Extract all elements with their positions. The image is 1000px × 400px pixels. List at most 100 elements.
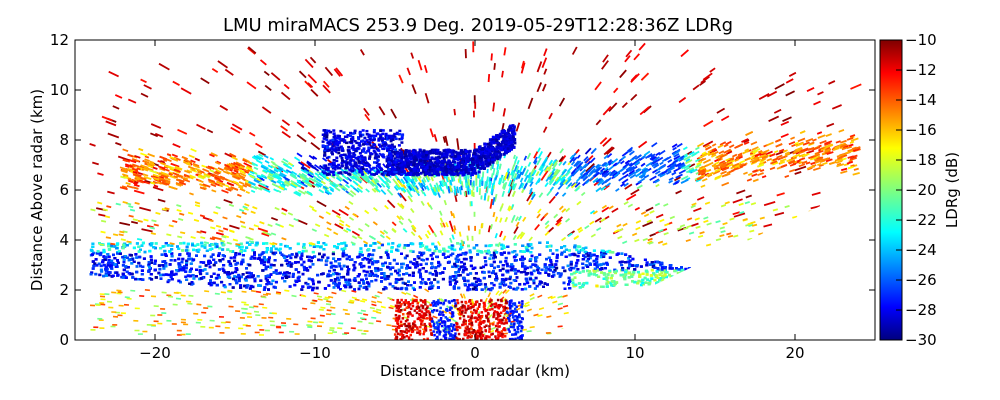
ldr-mark — [622, 162, 630, 169]
ldr-mark — [752, 147, 761, 153]
ldr-mark — [503, 130, 507, 134]
ldr-mark — [462, 156, 466, 160]
ldr-mark — [496, 163, 500, 170]
ldr-mark — [780, 120, 790, 126]
ldr-mark — [325, 138, 329, 142]
ldr-mark — [335, 176, 342, 182]
ldr-mark — [404, 157, 408, 160]
ldr-mark — [482, 154, 486, 158]
ldr-mark — [499, 143, 503, 146]
ldr-mark — [158, 62, 170, 71]
ldr-mark — [558, 155, 565, 163]
ldr-mark — [723, 143, 729, 148]
ldr-mark — [461, 160, 465, 164]
ldr-mark — [353, 161, 357, 164]
ldr-mark — [736, 189, 746, 195]
ldr-mark — [250, 189, 256, 194]
ldr-mark — [761, 175, 767, 179]
ldr-mark — [824, 142, 831, 147]
ldr-mark — [597, 179, 605, 186]
ldr-mark — [351, 230, 360, 237]
ldr-mark — [535, 170, 540, 177]
ldr-mark — [585, 162, 595, 173]
ldr-mark — [449, 150, 453, 154]
ldr-mark — [351, 146, 355, 149]
ldr-mark — [318, 182, 324, 187]
ldr-mark — [712, 170, 721, 175]
ldr-mark — [379, 129, 383, 132]
ldr-mark — [139, 206, 152, 212]
ldr-mark — [115, 142, 122, 146]
ldr-mark — [362, 170, 368, 176]
ldr-mark — [186, 169, 193, 174]
ldr-mark — [352, 152, 356, 156]
ldr-mark — [409, 183, 414, 189]
ldr-mark — [398, 74, 404, 84]
ldr-mark — [453, 108, 456, 116]
ldr-mark — [735, 154, 743, 159]
ldr-mark — [481, 164, 485, 168]
ldr-mark — [739, 159, 746, 164]
ldr-mark — [396, 152, 400, 155]
ldr-mark — [357, 137, 361, 141]
ldr-mark — [704, 144, 710, 149]
ldr-mark — [269, 157, 275, 161]
ldr-mark — [355, 164, 359, 167]
ldr-mark — [281, 160, 289, 166]
ldr-mark — [814, 159, 822, 164]
ldr-mark — [518, 165, 524, 174]
ldr-mark — [332, 132, 336, 135]
ldr-mark — [366, 161, 371, 167]
ldr-mark — [349, 131, 352, 135]
ldr-mark — [406, 172, 410, 175]
ldr-mark — [421, 179, 426, 186]
ldr-mark — [601, 60, 609, 70]
ldr-mark — [335, 67, 344, 77]
ldr-mark — [532, 169, 537, 176]
ldr-mark — [135, 176, 141, 180]
ldr-mark — [620, 160, 625, 165]
ldr-mark — [300, 168, 307, 174]
ldr-mark — [421, 155, 425, 159]
ldr-mark — [192, 164, 200, 169]
ldr-mark — [599, 137, 608, 145]
ldr-mark — [641, 169, 649, 175]
ldr-mark — [352, 186, 360, 193]
ldr-mark — [670, 163, 677, 169]
ldr-mark — [439, 152, 443, 156]
ldr-mark — [794, 146, 803, 152]
ldr-mark — [276, 180, 282, 185]
ldr-mark — [361, 129, 365, 132]
ldr-mark — [805, 137, 814, 143]
ldr-mark — [197, 170, 203, 175]
ldr-mark — [752, 150, 758, 154]
ldr-mark — [489, 198, 494, 209]
ldr-mark — [114, 94, 123, 99]
ldr-mark — [235, 173, 241, 178]
ldr-mark — [763, 201, 776, 207]
ldr-mark — [442, 149, 446, 153]
ldr-mark — [675, 189, 682, 195]
ldr-mark — [443, 165, 447, 169]
ldr-mark — [788, 141, 796, 146]
ldr-mark — [776, 166, 783, 170]
ldr-mark — [161, 181, 170, 186]
ldr-mark — [461, 150, 465, 154]
ldr-mark — [778, 148, 785, 153]
ldr-mark — [332, 129, 336, 132]
ldr-mark — [824, 149, 830, 153]
ldr-mark — [711, 143, 717, 147]
ldr-mark — [190, 148, 197, 153]
ldr-mark — [231, 123, 243, 131]
ldr-mark — [310, 141, 321, 151]
ldr-mark — [230, 126, 241, 134]
ldr-mark — [207, 178, 216, 183]
ldr-mark — [602, 105, 612, 116]
ldr-mark — [802, 152, 810, 157]
ldr-mark — [665, 170, 672, 175]
ldr-mark — [372, 136, 376, 139]
ldr-mark — [444, 135, 449, 146]
ldr-mark — [515, 122, 521, 132]
ldr-mark — [294, 156, 301, 162]
ldr-mark — [471, 157, 475, 161]
